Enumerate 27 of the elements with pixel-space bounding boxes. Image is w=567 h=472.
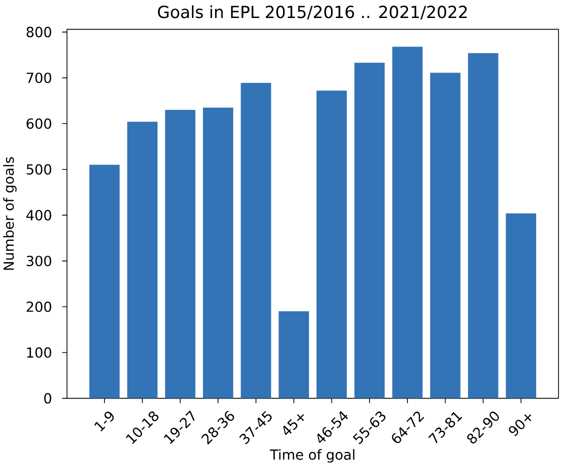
bar [430, 72, 460, 398]
bar [392, 46, 423, 398]
bar [89, 164, 120, 398]
y-tick-label: 500 [26, 164, 52, 175]
y-tick-label: 400 [26, 210, 52, 220]
y-tick-label: 100 [27, 347, 52, 358]
chart-title: Goals in EPL 2015/2016 .. 2021/2022 [158, 5, 467, 20]
bar [165, 110, 196, 398]
bar [468, 53, 498, 398]
bar [127, 122, 158, 398]
bar [240, 82, 272, 398]
bar [278, 311, 309, 398]
bar [202, 108, 234, 398]
y-tick-label: 0 [44, 393, 52, 404]
bar [506, 213, 536, 398]
x-tick-label: 90+ [508, 414, 532, 436]
x-tick-label: 1-9 [94, 412, 114, 432]
y-tick-label: 800 [26, 26, 52, 38]
y-tick-label: 600 [26, 118, 52, 129]
y-tick-label: 200 [26, 301, 52, 312]
y-axis-title: Number of goals [3, 157, 17, 270]
y-tick-label: 300 [26, 256, 52, 266]
bar [354, 62, 385, 398]
y-tick-label: 700 [26, 72, 52, 84]
x-tick-label: 45+ [283, 414, 304, 436]
x-axis-title: Time of goal [270, 449, 354, 463]
bar [316, 90, 347, 398]
